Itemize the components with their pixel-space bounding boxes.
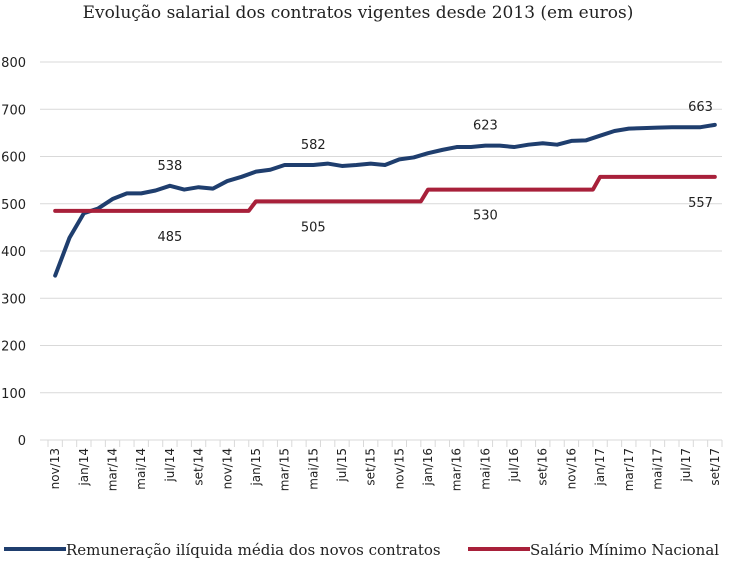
x-tick-label: mai/16 [478, 448, 492, 490]
data-labels: 538 582 623 663 485 505 530 557 [157, 100, 712, 245]
y-tick-label: 0 [18, 434, 26, 449]
series-line-0 [53, 122, 717, 278]
data-label: 505 [301, 220, 326, 235]
y-tick-label: 500 [1, 198, 26, 213]
x-tick-label: nov/16 [564, 448, 578, 489]
y-axis-ticks: 0 100 200 300 400 500 600 700 800 [1, 56, 26, 449]
data-label: 663 [688, 100, 713, 115]
gridlines [40, 61, 722, 441]
y-tick-label: 400 [1, 245, 26, 260]
x-tick-label: set/15 [364, 448, 378, 486]
data-label: 623 [473, 119, 498, 134]
x-tick-label: jan/15 [249, 448, 263, 487]
y-tick-label: 300 [1, 292, 26, 307]
x-tick-label: set/14 [192, 448, 206, 486]
x-tick-label: nov/14 [220, 448, 234, 489]
x-tick-label: jul/14 [163, 448, 177, 483]
data-label: 485 [157, 230, 182, 245]
x-axis-ticks: nov/13 jan/14 mar/14 mai/14 jul/14 set/14 nov/… [47, 440, 723, 491]
x-tick-label: mar/16 [450, 448, 464, 491]
y-tick-label: 800 [1, 56, 26, 71]
x-tick-label: jan/17 [593, 448, 607, 487]
series-lines [53, 122, 717, 278]
x-tick-label: nov/13 [48, 448, 62, 489]
x-tick-label: mar/17 [622, 448, 636, 491]
x-tick-label: set/16 [536, 448, 550, 486]
x-tick-label: jul/17 [679, 448, 693, 483]
x-tick-label: set/17 [708, 448, 722, 486]
legend-label-0: Remuneração ilíquida média dos novos con… [66, 541, 441, 559]
x-tick-label: mai/14 [134, 448, 148, 490]
y-tick-label: 700 [1, 103, 26, 118]
legend-label-1: Salário Mínimo Nacional [530, 541, 719, 559]
y-tick-label: 200 [1, 340, 26, 355]
x-tick-label: mar/14 [106, 448, 120, 491]
legend: Remuneração ilíquida média dos novos con… [4, 541, 719, 559]
x-tick-label: mar/15 [278, 448, 292, 491]
series-line-1 [53, 174, 717, 213]
y-tick-label: 100 [1, 387, 26, 402]
x-tick-label: nov/15 [392, 448, 406, 489]
x-tick-label: jan/16 [421, 448, 435, 487]
data-label: 557 [688, 196, 713, 211]
data-label: 582 [301, 138, 326, 153]
data-label: 530 [473, 209, 498, 224]
data-label: 538 [157, 159, 182, 174]
x-tick-label: mai/15 [306, 448, 320, 490]
chart-title: Evolução salarial dos contratos vigentes… [83, 3, 634, 23]
x-tick-label: jan/14 [77, 448, 91, 487]
x-tick-label: jul/15 [335, 448, 349, 483]
y-tick-label: 600 [1, 151, 26, 166]
x-tick-label: jul/16 [507, 448, 521, 483]
x-tick-label: mai/17 [650, 448, 664, 490]
